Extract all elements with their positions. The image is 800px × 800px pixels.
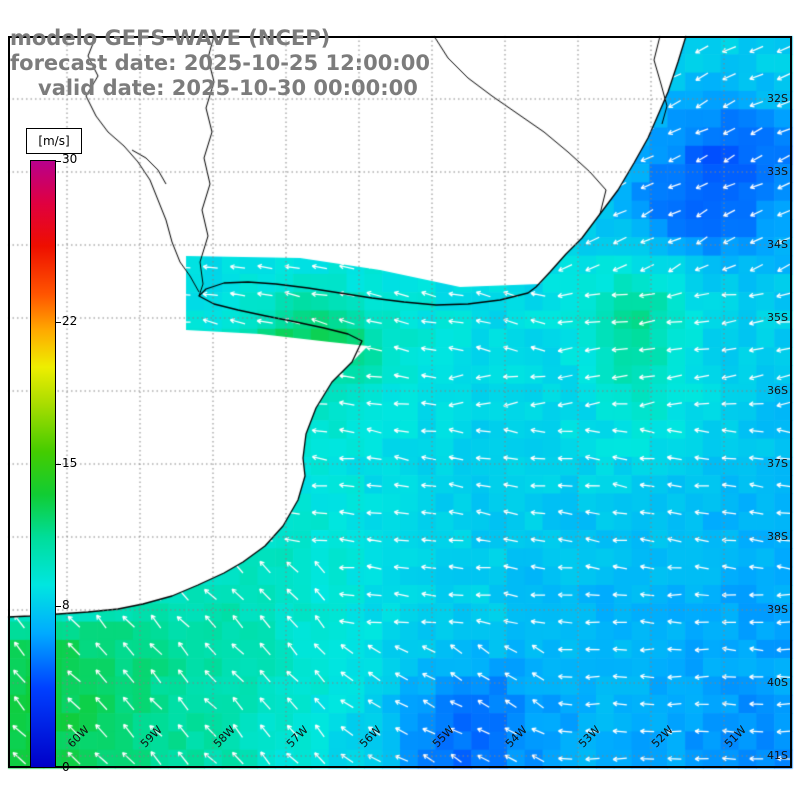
latitude-tick-label: 33S	[767, 165, 788, 178]
valid-date-label: valid date: 2025-10-30 00:00:00	[38, 76, 418, 100]
latitude-tick-label: 38S	[767, 530, 788, 543]
colorbar-tick-label: 8	[62, 597, 70, 612]
latitude-tick-label: 40S	[767, 676, 788, 689]
colorbar-tick-label: 0	[62, 760, 70, 774]
latitude-tick-label: 39S	[767, 603, 788, 616]
latitude-tick-label: 36S	[767, 384, 788, 397]
colorbar-tick-label: 22	[62, 314, 78, 329]
latitude-tick-label: 34S	[767, 238, 788, 251]
colorbar-tick-label: 15	[62, 456, 78, 470]
colorbar-tick-mark	[56, 605, 61, 607]
latitude-tick-label: 41S	[767, 749, 788, 762]
latitude-tick-label: 35S	[767, 311, 788, 324]
colorbar-tick-mark	[56, 322, 61, 324]
latitude-tick-label: 32S	[767, 92, 788, 105]
colorbar-unit-label: [m/s]	[26, 128, 82, 154]
colorbar	[30, 160, 56, 768]
model-title: modelo GEFS-WAVE (NCEP)	[10, 26, 331, 50]
colorbar-tick-mark	[56, 766, 61, 767]
colorbar-tick-label: 30	[62, 152, 78, 166]
colorbar-tick-mark	[56, 161, 61, 162]
colorbar-tick-mark	[56, 464, 61, 465]
title-block: modelo GEFS-WAVE (NCEP) forecast date: 2…	[10, 26, 430, 101]
forecast-date-label: forecast date: 2025-10-25 12:00:00	[10, 51, 430, 75]
latitude-tick-label: 37S	[767, 457, 788, 470]
